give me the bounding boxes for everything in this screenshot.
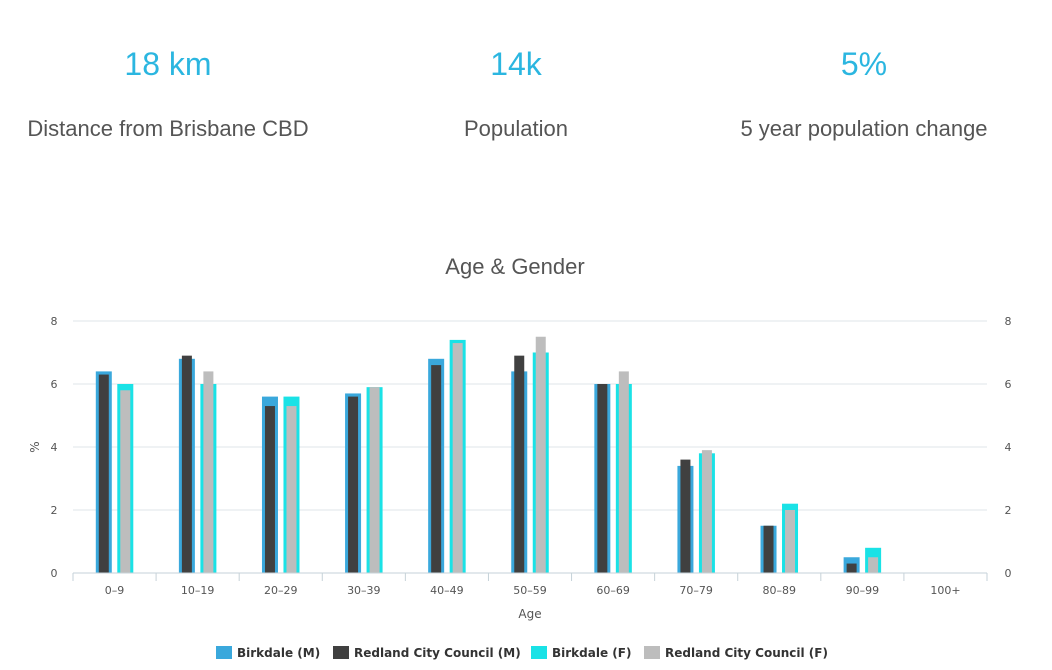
legend-label: Birkdale (F)	[552, 646, 631, 660]
x-axis-title: Age	[518, 607, 541, 621]
legend-item[interactable]: Redland City Council (F)	[644, 646, 828, 660]
bar-redland-city-council-m[interactable]	[348, 396, 359, 573]
bar-redland-city-council-f[interactable]	[701, 450, 712, 573]
bar-redland-city-council-m[interactable]	[846, 563, 857, 573]
y-tick-label-right: 2	[1005, 504, 1012, 517]
stat-distance: 18 km Distance from Brisbane CBD	[18, 44, 318, 142]
legend-label: Redland City Council (M)	[354, 646, 521, 660]
y-tick-label-right: 6	[1005, 378, 1012, 391]
x-tick-label: 40–49	[430, 584, 464, 597]
x-tick-label: 10–19	[181, 584, 215, 597]
bar-redland-city-council-m[interactable]	[264, 406, 275, 573]
legend-label: Birkdale (M)	[237, 646, 320, 660]
y-tick-label: 8	[51, 315, 58, 328]
stat-label: 5 year population change	[740, 116, 988, 141]
legend-swatch	[644, 646, 660, 659]
legend-swatch	[216, 646, 232, 659]
bar-redland-city-council-f[interactable]	[618, 371, 629, 573]
stat-population: 14k Population	[366, 44, 666, 142]
y-tick-label: 2	[51, 504, 58, 517]
legend-item[interactable]: Redland City Council (M)	[333, 646, 521, 660]
x-tick-label: 20–29	[264, 584, 298, 597]
x-tick-label: 90–99	[846, 584, 880, 597]
chart-legend: Birkdale (M) Redland City Council (M) Birk…	[216, 646, 828, 660]
x-tick-label: 70–79	[679, 584, 713, 597]
stat-value: 14k	[490, 46, 542, 82]
x-tick-label: 50–59	[513, 584, 547, 597]
x-tick-label: 60–69	[596, 584, 630, 597]
chart-grid	[73, 320, 987, 511]
bar-redland-city-council-f[interactable]	[452, 343, 463, 573]
bar-redland-city-council-f[interactable]	[868, 557, 879, 573]
bar-redland-city-council-f[interactable]	[785, 510, 796, 573]
stat-value: 5%	[840, 46, 888, 82]
y-axis-right: 0 2 4 6 8	[1005, 315, 1012, 580]
legend-label: Redland City Council (F)	[665, 646, 828, 660]
x-tick-label: 0–9	[105, 584, 125, 597]
bar-redland-city-council-f[interactable]	[286, 406, 297, 573]
y-tick-label-right: 8	[1005, 315, 1012, 328]
x-axis: 0–9 10–19 20–29 30–39 40–49 50–59 60–69 70–79 80…	[72, 572, 988, 597]
y-axis-left: 0 2 4 6 8	[51, 315, 58, 580]
stat-label: Population	[464, 116, 568, 141]
y-tick-label: 4	[51, 441, 58, 454]
chart-svg: Age & Gender 0 2 4 6 8 0 2 4 6 8 0–9 10–19 20–29 30…	[28, 254, 1012, 660]
bar-redland-city-council-f[interactable]	[369, 387, 380, 573]
bar-redland-city-council-f[interactable]	[203, 371, 214, 573]
bar-redland-city-council-m[interactable]	[514, 355, 525, 573]
legend-swatch	[531, 646, 547, 659]
legend-item[interactable]: Birkdale (M)	[216, 646, 320, 660]
bar-redland-city-council-m[interactable]	[431, 365, 442, 573]
chart-bars	[95, 336, 882, 573]
bar-redland-city-council-m[interactable]	[181, 355, 192, 573]
stat-label: Distance from Brisbane CBD	[27, 116, 309, 141]
chart-title: Age & Gender	[445, 254, 584, 279]
legend-swatch	[333, 646, 349, 659]
y-tick-label-right: 0	[1005, 567, 1012, 580]
y-tick-label-right: 4	[1005, 441, 1012, 454]
y-tick-label: 6	[51, 378, 58, 391]
x-tick-label: 80–89	[763, 584, 797, 597]
x-tick-label: 30–39	[347, 584, 381, 597]
bar-redland-city-council-m[interactable]	[763, 525, 774, 573]
bar-redland-city-council-m[interactable]	[98, 374, 109, 573]
bar-redland-city-council-m[interactable]	[597, 384, 608, 573]
x-tick-label: 100+	[930, 584, 960, 597]
stats-row: 18 km Distance from Brisbane CBD 14k Pop…	[0, 0, 1052, 200]
legend-item[interactable]: Birkdale (F)	[531, 646, 631, 660]
stat-population-change: 5% 5 year population change	[714, 44, 1014, 142]
bar-redland-city-council-f[interactable]	[535, 336, 546, 573]
bar-redland-city-council-f[interactable]	[120, 390, 131, 573]
age-gender-chart: Age & Gender 0 2 4 6 8 0 2 4 6 8 0–9 10–19 20–29 30…	[0, 240, 1052, 670]
bar-redland-city-council-m[interactable]	[680, 459, 691, 573]
y-tick-label: 0	[51, 567, 58, 580]
y-axis-title: %	[28, 441, 42, 452]
stat-value: 18 km	[124, 46, 212, 82]
